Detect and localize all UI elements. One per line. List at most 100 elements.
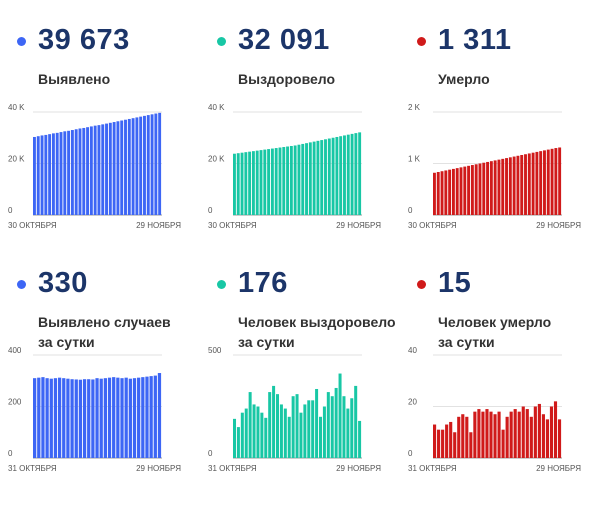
x-start-label: 30 ОКТЯБРЯ bbox=[8, 221, 57, 230]
y-tick-label: 0 bbox=[8, 449, 13, 458]
stat-label: Человек выздоровело за сутки bbox=[238, 312, 398, 352]
series-dot-icon bbox=[17, 37, 26, 46]
series-dot-icon bbox=[417, 37, 426, 46]
stat-label-line: Выздоровело bbox=[238, 71, 336, 87]
bar bbox=[512, 156, 516, 215]
stat-label-line: Умерло bbox=[438, 71, 490, 87]
bar bbox=[307, 400, 311, 458]
bar bbox=[233, 153, 236, 215]
bar bbox=[272, 385, 276, 458]
bar bbox=[535, 151, 539, 215]
bar bbox=[145, 376, 149, 458]
bar bbox=[299, 412, 303, 458]
bar bbox=[553, 401, 558, 458]
y-tick-label: 40 K bbox=[8, 103, 25, 112]
bar bbox=[489, 411, 493, 458]
panel-detected: 39 673 Выявлено 0 20 K 40 K 30 ОКТЯБРЯ 29 НОЯБ… bbox=[5, 22, 195, 262]
bar bbox=[120, 378, 124, 458]
bar bbox=[259, 150, 263, 215]
bar bbox=[358, 420, 362, 458]
stat-value: 32 091 bbox=[238, 24, 330, 56]
bar-chart: 0 20 K 40 K 30 ОКТЯБРЯ 29 НОЯБРЯ bbox=[8, 103, 181, 230]
bar bbox=[74, 379, 78, 458]
bar bbox=[433, 424, 437, 458]
bar bbox=[537, 403, 541, 458]
bar bbox=[473, 411, 477, 458]
bar bbox=[433, 172, 436, 215]
bar bbox=[320, 140, 324, 215]
bar bbox=[346, 134, 350, 215]
series-dot-icon bbox=[17, 280, 26, 289]
bar bbox=[516, 155, 520, 215]
y-tick-label: 500 bbox=[208, 346, 222, 355]
stat-label-line: Человек выздоровело bbox=[238, 314, 396, 330]
bar bbox=[289, 145, 293, 215]
bar bbox=[70, 379, 74, 458]
bar bbox=[505, 416, 509, 458]
stat-label: Выявлено случаев за сутки bbox=[38, 312, 198, 352]
bar bbox=[287, 416, 291, 458]
bar bbox=[513, 409, 517, 458]
bar bbox=[33, 378, 37, 458]
bar bbox=[236, 153, 240, 215]
stat-label-line: за сутки bbox=[38, 334, 95, 350]
bar bbox=[525, 409, 529, 458]
bar bbox=[44, 134, 48, 215]
bar bbox=[539, 151, 543, 215]
stat-label-line: за сутки bbox=[238, 334, 295, 350]
bar bbox=[342, 396, 346, 458]
stat-header: 32 091 Выздоровело bbox=[205, 22, 395, 102]
x-end-label: 29 НОЯБРЯ bbox=[136, 221, 181, 230]
bar bbox=[354, 133, 358, 215]
bar bbox=[461, 414, 465, 458]
y-tick-label: 1 K bbox=[408, 155, 421, 164]
bar bbox=[486, 161, 490, 215]
bar bbox=[103, 378, 108, 458]
bar bbox=[557, 419, 562, 458]
bar bbox=[97, 125, 101, 215]
bar bbox=[78, 128, 82, 215]
bar bbox=[305, 143, 308, 215]
bar bbox=[279, 404, 283, 458]
stat-header: 176 Человек выздоровело за сутки bbox=[205, 265, 396, 350]
bar bbox=[493, 414, 497, 458]
bar bbox=[82, 379, 87, 458]
bar bbox=[293, 145, 297, 215]
x-start-label: 30 ОКТЯБРЯ bbox=[408, 221, 457, 230]
bar bbox=[489, 161, 493, 215]
x-start-label: 31 ОКТЯБРЯ bbox=[208, 464, 257, 473]
bar bbox=[508, 157, 512, 215]
bar bbox=[74, 129, 78, 215]
bar-chart: 0 20 K 40 K 30 ОКТЯБРЯ 29 НОЯБРЯ bbox=[208, 103, 381, 230]
bar bbox=[270, 148, 274, 215]
bar bbox=[354, 385, 358, 458]
bar bbox=[51, 133, 55, 215]
y-tick-label: 400 bbox=[8, 346, 22, 355]
bar bbox=[497, 159, 501, 215]
bar bbox=[146, 115, 150, 215]
bar bbox=[233, 418, 237, 458]
bar bbox=[263, 149, 267, 215]
bar bbox=[244, 152, 248, 215]
series-dot-icon bbox=[417, 280, 426, 289]
bar bbox=[449, 421, 453, 458]
bar bbox=[53, 378, 58, 458]
bar bbox=[99, 378, 103, 458]
bar bbox=[70, 130, 74, 215]
bar bbox=[255, 150, 259, 215]
bar bbox=[477, 409, 481, 458]
bar bbox=[343, 135, 346, 215]
bar bbox=[445, 424, 449, 458]
y-tick-label: 20 K bbox=[8, 155, 25, 164]
bar bbox=[37, 377, 41, 458]
panel-daily-detected: 330 Выявлено случаев за сутки 0 200 400 31 ОКТ… bbox=[5, 265, 195, 505]
bar bbox=[276, 394, 280, 458]
bar bbox=[493, 160, 497, 215]
bar bbox=[244, 408, 248, 458]
bar bbox=[301, 143, 305, 215]
bar bbox=[86, 127, 90, 215]
bar bbox=[331, 137, 335, 215]
bar bbox=[116, 121, 120, 215]
bar bbox=[267, 149, 271, 215]
bar-chart: 0 200 400 31 ОКТЯБРЯ 29 НОЯБРЯ bbox=[8, 346, 181, 473]
